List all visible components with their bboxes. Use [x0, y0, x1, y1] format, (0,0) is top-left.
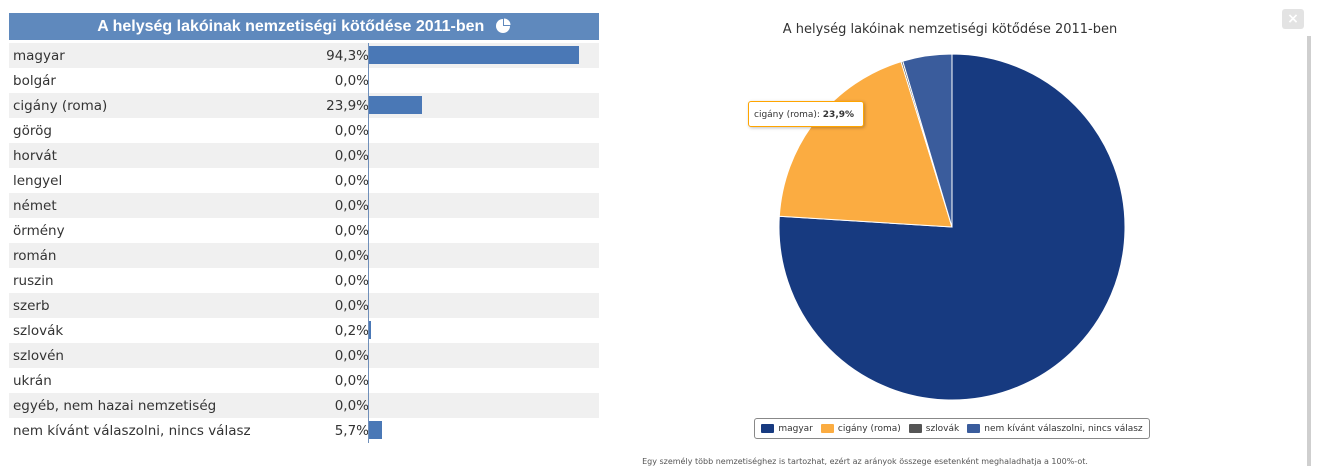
row-percent: 0,0% [334, 247, 369, 264]
row-label: görög [13, 122, 52, 139]
bar-axis [368, 368, 369, 393]
nationality-table: A helység lakóinak nemzetiségi kötődése … [9, 13, 599, 443]
table-row: román 0,0% [9, 243, 599, 268]
row-label: ruszin [13, 272, 54, 289]
row-label: örmény [13, 222, 65, 239]
table-row: ukrán 0,0% [9, 368, 599, 393]
row-label: szlovák [13, 322, 64, 339]
chart-title: A helység lakóinak nemzetiségi kötődése … [782, 22, 1118, 37]
row-percent: 0,2% [334, 322, 369, 339]
bar-axis [368, 43, 369, 68]
table-row: bolgár 0,0% [9, 68, 599, 93]
row-percent: 0,0% [334, 222, 369, 239]
table-row: örmény 0,0% [9, 218, 599, 243]
table-title-text: A helység lakóinak nemzetiségi kötődése … [97, 18, 485, 35]
row-label: cigány (roma) [13, 97, 108, 114]
row-percent: 0,0% [334, 297, 369, 314]
scrollbar[interactable] [1307, 36, 1311, 466]
legend-item[interactable]: nem kívánt válaszolni, nincs válasz [967, 423, 1143, 434]
bar-axis [368, 143, 369, 168]
table-row: lengyel 0,0% [9, 168, 599, 193]
percent-bar [369, 421, 382, 439]
row-percent: 0,0% [334, 197, 369, 214]
bar-axis [368, 243, 369, 268]
bar-axis [368, 343, 369, 368]
row-percent: 0,0% [334, 147, 369, 164]
legend-item[interactable]: szlovák [908, 423, 960, 434]
bar-axis [368, 218, 369, 243]
table-row: cigány (roma) 23,9% [9, 93, 599, 118]
legend-label: cigány (roma) [837, 423, 901, 434]
bar-axis [368, 168, 369, 193]
close-button[interactable]: × [1282, 9, 1304, 29]
row-percent: 23,9% [326, 97, 369, 114]
row-label: magyar [13, 47, 65, 64]
row-label: lengyel [13, 172, 63, 189]
row-percent: 0,0% [334, 272, 369, 289]
table-row: szlovák 0,2% [9, 318, 599, 343]
row-percent: 0,0% [334, 347, 369, 364]
table-rows: magyar 94,3% bolgár 0,0% cigány (roma) 23,9% g… [9, 43, 599, 443]
row-label: bolgár [13, 72, 56, 89]
bar-axis [368, 93, 369, 118]
pie-chart [778, 53, 1126, 401]
row-label: nem kívánt válaszolni, nincs válasz [13, 422, 251, 439]
row-percent: 0,0% [334, 372, 369, 389]
table-title: A helység lakóinak nemzetiségi kötődése … [9, 13, 599, 40]
legend-label: magyar [778, 423, 813, 434]
percent-bar [369, 96, 423, 114]
legend-swatch [820, 424, 834, 433]
table-row: horvát 0,0% [9, 143, 599, 168]
percent-bar [369, 46, 579, 64]
chart-legend: magyar cigány (roma) szlovák nem kívánt vál… [754, 418, 1150, 439]
legend-label: nem kívánt válaszolni, nincs válasz [984, 423, 1143, 434]
legend-item[interactable]: magyar [761, 424, 813, 434]
row-percent: 0,0% [334, 397, 369, 414]
row-label: szlovén [13, 347, 64, 364]
bar-axis [368, 193, 369, 218]
row-label: román [13, 247, 57, 264]
table-row: ruszin 0,0% [9, 268, 599, 293]
legend-swatch [908, 424, 922, 433]
row-label: szerb [13, 297, 50, 314]
pie-chart-icon[interactable] [495, 16, 511, 43]
legend-swatch [761, 424, 775, 433]
bar-axis [368, 68, 369, 93]
table-row: görög 0,0% [9, 118, 599, 143]
bar-axis [368, 418, 369, 443]
bar-axis [368, 268, 369, 293]
row-percent: 0,0% [334, 72, 369, 89]
footnote: Egy személy több nemzetiséghez is tartoz… [642, 457, 1088, 466]
percent-bar [369, 321, 371, 339]
bar-axis [368, 293, 369, 318]
tooltip-value: 23,9% [822, 110, 855, 120]
legend-label: szlovák [925, 423, 960, 434]
pie-slice-0[interactable] [778, 53, 1126, 401]
bar-axis [368, 318, 369, 343]
legend-item[interactable]: cigány (roma) [820, 423, 901, 434]
row-label: német [13, 197, 57, 214]
pie-slice-3[interactable] [902, 53, 953, 228]
table-row: német 0,0% [9, 193, 599, 218]
row-label: ukrán [13, 372, 52, 389]
row-percent: 5,7% [334, 422, 369, 439]
table-row: egyéb, nem hazai nemzetiség 0,0% [9, 393, 599, 418]
tooltip-label: cigány (roma) [754, 110, 817, 120]
bar-axis [368, 118, 369, 143]
row-label: horvát [13, 147, 57, 164]
row-percent: 94,3% [326, 47, 369, 64]
table-row: szerb 0,0% [9, 293, 599, 318]
table-row: szlovén 0,0% [9, 343, 599, 368]
bar-axis [368, 393, 369, 418]
row-percent: 0,0% [334, 122, 369, 139]
chart-tooltip: cigány (roma): 23,9% [748, 101, 864, 127]
row-label: egyéb, nem hazai nemzetiség [13, 397, 217, 414]
legend-swatch [967, 424, 981, 433]
table-row: nem kívánt válaszolni, nincs válasz 5,7% [9, 418, 599, 443]
row-percent: 0,0% [334, 172, 369, 189]
table-row: magyar 94,3% [9, 43, 599, 68]
